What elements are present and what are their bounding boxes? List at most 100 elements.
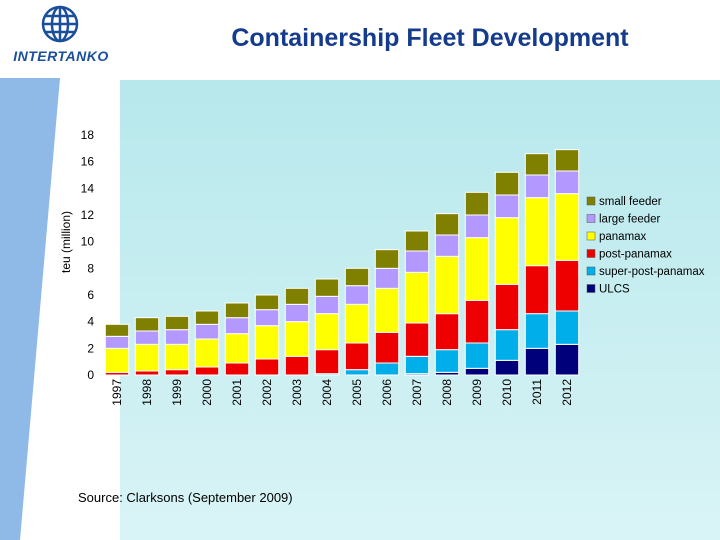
bar-segment xyxy=(464,191,490,216)
bar-segment xyxy=(404,250,430,273)
bar-segment xyxy=(494,217,520,285)
bar-segment xyxy=(224,317,250,335)
bar-segment xyxy=(434,255,460,315)
x-tick-label: 2006 xyxy=(380,379,394,406)
bar-segment xyxy=(554,343,580,376)
x-tick-label: 1999 xyxy=(170,379,184,406)
bar-segment xyxy=(434,313,460,351)
bar-segment xyxy=(314,295,340,315)
y-tick-label: 8 xyxy=(87,261,94,275)
bar-segment xyxy=(344,303,370,344)
globe-icon xyxy=(41,5,79,43)
bar-segment xyxy=(554,149,580,172)
bar-segment xyxy=(374,249,400,269)
bars xyxy=(104,149,580,376)
bar-segment xyxy=(344,342,370,371)
x-tick-label: 2002 xyxy=(260,379,274,406)
bar-segment xyxy=(284,303,310,323)
bar-segment xyxy=(554,170,580,195)
bar-segment xyxy=(104,323,130,337)
bar-segment xyxy=(374,267,400,289)
x-tick-label: 1997 xyxy=(110,379,124,406)
bar-segment xyxy=(104,335,130,349)
bar-segment xyxy=(524,197,550,267)
x-tick-label: 2001 xyxy=(230,379,244,406)
bar-segment xyxy=(374,362,400,376)
source-note: Source: Clarksons (September 2009) xyxy=(78,490,293,505)
legend-swatch xyxy=(586,284,596,293)
y-tick-label: 12 xyxy=(81,208,95,222)
bar-segment xyxy=(134,370,160,376)
y-axis-label: teu (million) xyxy=(59,211,73,273)
bar-segment xyxy=(404,230,430,252)
bar-segment xyxy=(284,355,310,376)
y-tick-label: 10 xyxy=(81,235,95,249)
bar-segment xyxy=(254,325,280,360)
y-tick-label: 16 xyxy=(81,155,95,169)
bar-segment xyxy=(224,333,250,364)
bar-segment xyxy=(494,283,520,331)
x-tick-label: 2007 xyxy=(410,379,424,406)
bar-segment xyxy=(404,322,430,357)
legend-swatch xyxy=(586,214,596,223)
bar-segment xyxy=(194,338,220,368)
x-tick-label: 2004 xyxy=(320,379,334,406)
x-tick-label: 2009 xyxy=(470,379,484,406)
y-axis: 0 2 4 6 8 10 12 14 16 18 xyxy=(81,128,95,382)
bar-segment xyxy=(464,299,490,344)
bar-segment xyxy=(164,315,190,331)
bar-segment xyxy=(344,369,370,376)
bar-segment xyxy=(404,355,430,375)
x-axis: 1997 1998 1999 2000 2001 2002 2003 2004 2005 2006… xyxy=(110,379,574,406)
y-tick-label: 0 xyxy=(87,368,94,382)
bar-segment xyxy=(524,174,550,199)
bar-segment xyxy=(524,153,550,176)
x-tick-label: 2011 xyxy=(530,379,544,405)
legend-label: large feeder xyxy=(599,214,661,226)
bar-segment xyxy=(434,349,460,373)
x-tick-label: 2005 xyxy=(350,379,364,406)
y-tick-label: 6 xyxy=(87,288,94,302)
x-tick-label: 2000 xyxy=(200,379,214,406)
bar-segment xyxy=(554,193,580,261)
bar-segment xyxy=(104,347,130,373)
bar-segment xyxy=(284,321,310,357)
legend-swatch xyxy=(586,231,596,241)
legend-swatch xyxy=(586,196,596,206)
legend-label: post-panamax xyxy=(599,249,672,261)
bar-segment xyxy=(494,171,520,196)
legend-swatch xyxy=(586,249,596,258)
x-tick-label: 2010 xyxy=(500,379,514,406)
legend: small feeder large feeder panamax post-pana… xyxy=(586,196,705,296)
x-tick-label: 1998 xyxy=(140,379,154,406)
bar-segment xyxy=(494,194,520,219)
bar-segment xyxy=(494,329,520,361)
logo: INTERTANKO xyxy=(0,0,120,78)
bar-segment xyxy=(194,310,220,325)
bar-segment xyxy=(344,267,370,287)
decorative-stripe xyxy=(0,78,60,540)
legend-swatch xyxy=(586,266,596,276)
bar-segment xyxy=(494,359,520,376)
bar-segment xyxy=(434,213,460,236)
bar-segment xyxy=(464,367,490,376)
bar-segment xyxy=(554,259,580,312)
bar-segment xyxy=(224,302,250,319)
bar-segment xyxy=(464,342,490,369)
bar-segment xyxy=(194,323,220,340)
bar-segment xyxy=(164,369,190,376)
bar-segment xyxy=(374,287,400,333)
legend-label: super-post-panamax xyxy=(599,266,705,278)
legend-label: small feeder xyxy=(599,196,662,208)
bar-segment xyxy=(524,265,550,315)
y-tick-label: 2 xyxy=(87,341,94,355)
bar-segment xyxy=(524,347,550,376)
page-title: Containership Fleet Development xyxy=(231,24,629,52)
bar-segment xyxy=(224,362,250,376)
x-tick-label: 2003 xyxy=(290,379,304,406)
x-tick-label: 2008 xyxy=(440,379,454,406)
bar-segment xyxy=(254,309,280,327)
bar-segment xyxy=(374,331,400,364)
bar-segment xyxy=(314,278,340,297)
